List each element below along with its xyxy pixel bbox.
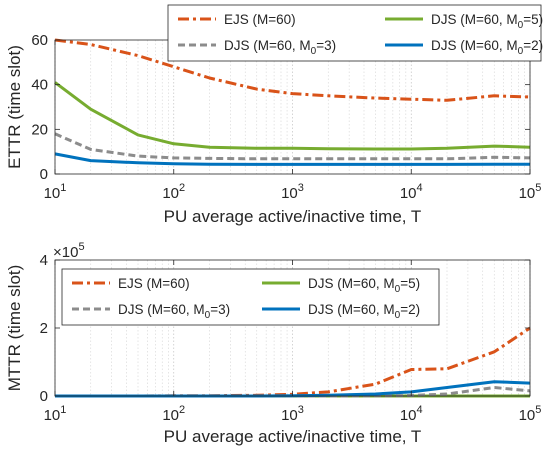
legend-box <box>167 4 542 62</box>
y-exponent-label: ×105 <box>53 241 85 261</box>
y-axis-label: MTTR (time slot) <box>5 265 24 392</box>
x-tick-label: 101 <box>44 404 67 424</box>
x-tick-label: 105 <box>519 404 542 424</box>
legend: EJS (M=60) DJS (M=60, M0=5) DJS (M=60, M0=… <box>61 268 440 326</box>
x-tick-label: 104 <box>400 404 423 424</box>
y-tick-label: 4 <box>40 252 48 269</box>
legend-label-4: DJS (M=60, M0=2) <box>308 302 420 321</box>
chart-2: 101 102 103 104 105 0 2 4 ×105 PU average active/… <box>5 241 541 446</box>
x-tick-label: 102 <box>162 182 185 202</box>
series-line-4 <box>54 152 530 166</box>
y-tick-label: 60 <box>31 32 48 49</box>
y-axis-label: ETTR (time slot) <box>5 45 24 169</box>
legend-label-4: DJS (M=60, M0=2) <box>431 38 543 57</box>
x-tick-label: 103 <box>281 404 304 424</box>
legend-label-3: DJS (M=60, M0=3) <box>118 302 230 321</box>
chart-1: 101 102 103 104 105 0 20 40 60 PU average active/… <box>5 4 543 226</box>
x-tick-label: 102 <box>162 404 185 424</box>
y-tick-label: 20 <box>31 121 48 138</box>
x-grid <box>54 260 531 396</box>
x-tick-label: 105 <box>519 182 542 202</box>
legend-box <box>61 268 440 326</box>
legend: EJS (M=60) DJS (M=60, M0=5) DJS (M=60, M0=… <box>167 4 543 62</box>
y-tick-label: 0 <box>40 166 48 183</box>
legend-label-2: DJS (M=60, M0=5) <box>431 12 543 31</box>
series-line-2 <box>54 81 531 151</box>
x-axis-label: PU average active/inactive time, T <box>164 427 422 446</box>
y-tick-label: 2 <box>40 320 48 337</box>
x-tick-label: 104 <box>400 182 423 202</box>
y-tick-label: 40 <box>31 77 48 94</box>
y-tick-label: 0 <box>40 388 48 405</box>
legend-label-2: DJS (M=60, M0=5) <box>308 276 420 295</box>
series-line-1 <box>54 38 531 102</box>
legend-label-3: DJS (M=60, M0=3) <box>224 38 336 57</box>
x-tick-label: 101 <box>44 182 67 202</box>
legend-label-1: EJS (M=60) <box>118 276 190 291</box>
x-tick-label: 103 <box>281 182 304 202</box>
legend-label-1: EJS (M=60) <box>224 12 296 27</box>
x-axis-label: PU average active/inactive time, T <box>164 207 422 226</box>
